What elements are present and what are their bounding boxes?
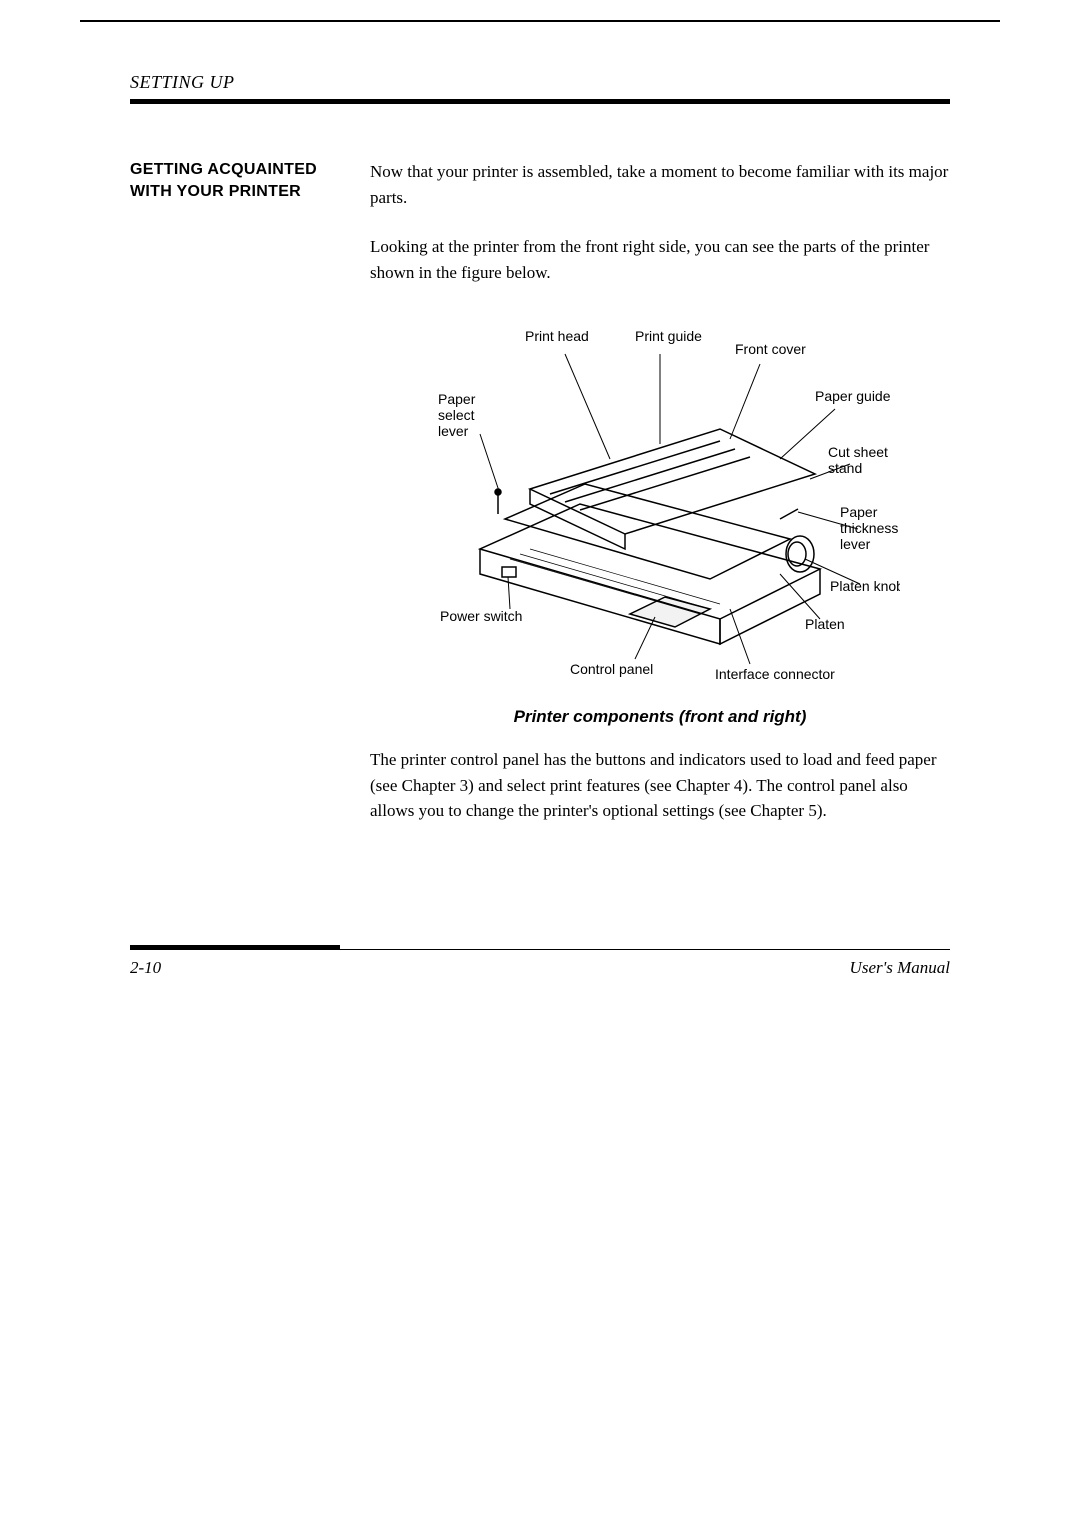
- footer-rule-thick: [130, 945, 340, 950]
- right-column: Now that your printer is assembled, take…: [370, 159, 950, 848]
- doc-title: User's Manual: [850, 958, 950, 978]
- paragraph-2: Looking at the printer from the front ri…: [370, 234, 950, 285]
- page-number: 2-10: [130, 958, 161, 978]
- page-frame: SETTING UP GETTING ACQUAINTED WITH YOUR …: [80, 20, 1000, 848]
- figure-caption: Printer components (front and right): [370, 707, 950, 727]
- running-head: SETTING UP: [130, 72, 950, 99]
- label-platen: Platen: [805, 616, 845, 632]
- header-rule: [130, 99, 950, 104]
- label-control-panel: Control panel: [570, 661, 653, 677]
- paragraph-3: The printer control panel has the button…: [370, 747, 950, 824]
- main-row: GETTING ACQUAINTED WITH YOUR PRINTER Now…: [130, 159, 950, 848]
- left-column: GETTING ACQUAINTED WITH YOUR PRINTER: [130, 159, 340, 848]
- label-paper-select-l2: select: [438, 407, 475, 423]
- label-power-switch: Power switch: [440, 608, 522, 624]
- content-area: SETTING UP GETTING ACQUAINTED WITH YOUR …: [130, 72, 950, 848]
- footer: 2-10 User's Manual: [130, 950, 950, 978]
- label-cut-sheet-l2: stand: [828, 460, 862, 476]
- label-paper-thickness-l1: Paper: [840, 504, 878, 520]
- label-paper-thickness-l2: thickness: [840, 520, 898, 536]
- figure: Print head Print guide Front cover Paper…: [370, 309, 950, 727]
- label-paper-thickness-l3: lever: [840, 536, 871, 552]
- label-print-head: Print head: [525, 328, 589, 344]
- paragraph-1: Now that your printer is assembled, take…: [370, 159, 950, 210]
- heading-line-2: WITH YOUR PRINTER: [130, 183, 301, 200]
- label-cut-sheet-l1: Cut sheet: [828, 444, 888, 460]
- section-heading: GETTING ACQUAINTED WITH YOUR PRINTER: [130, 159, 340, 204]
- label-print-guide: Print guide: [635, 328, 702, 344]
- label-front-cover: Front cover: [735, 341, 806, 357]
- label-paper-select-l3: lever: [438, 423, 469, 439]
- label-paper-select-l1: Paper: [438, 391, 476, 407]
- printer-diagram: Print head Print guide Front cover Paper…: [420, 309, 900, 689]
- label-paper-guide: Paper guide: [815, 388, 891, 404]
- heading-line-1: GETTING ACQUAINTED: [130, 161, 317, 178]
- label-platen-knob: Platen knob: [830, 578, 900, 594]
- label-interface-connector: Interface connector: [715, 666, 835, 682]
